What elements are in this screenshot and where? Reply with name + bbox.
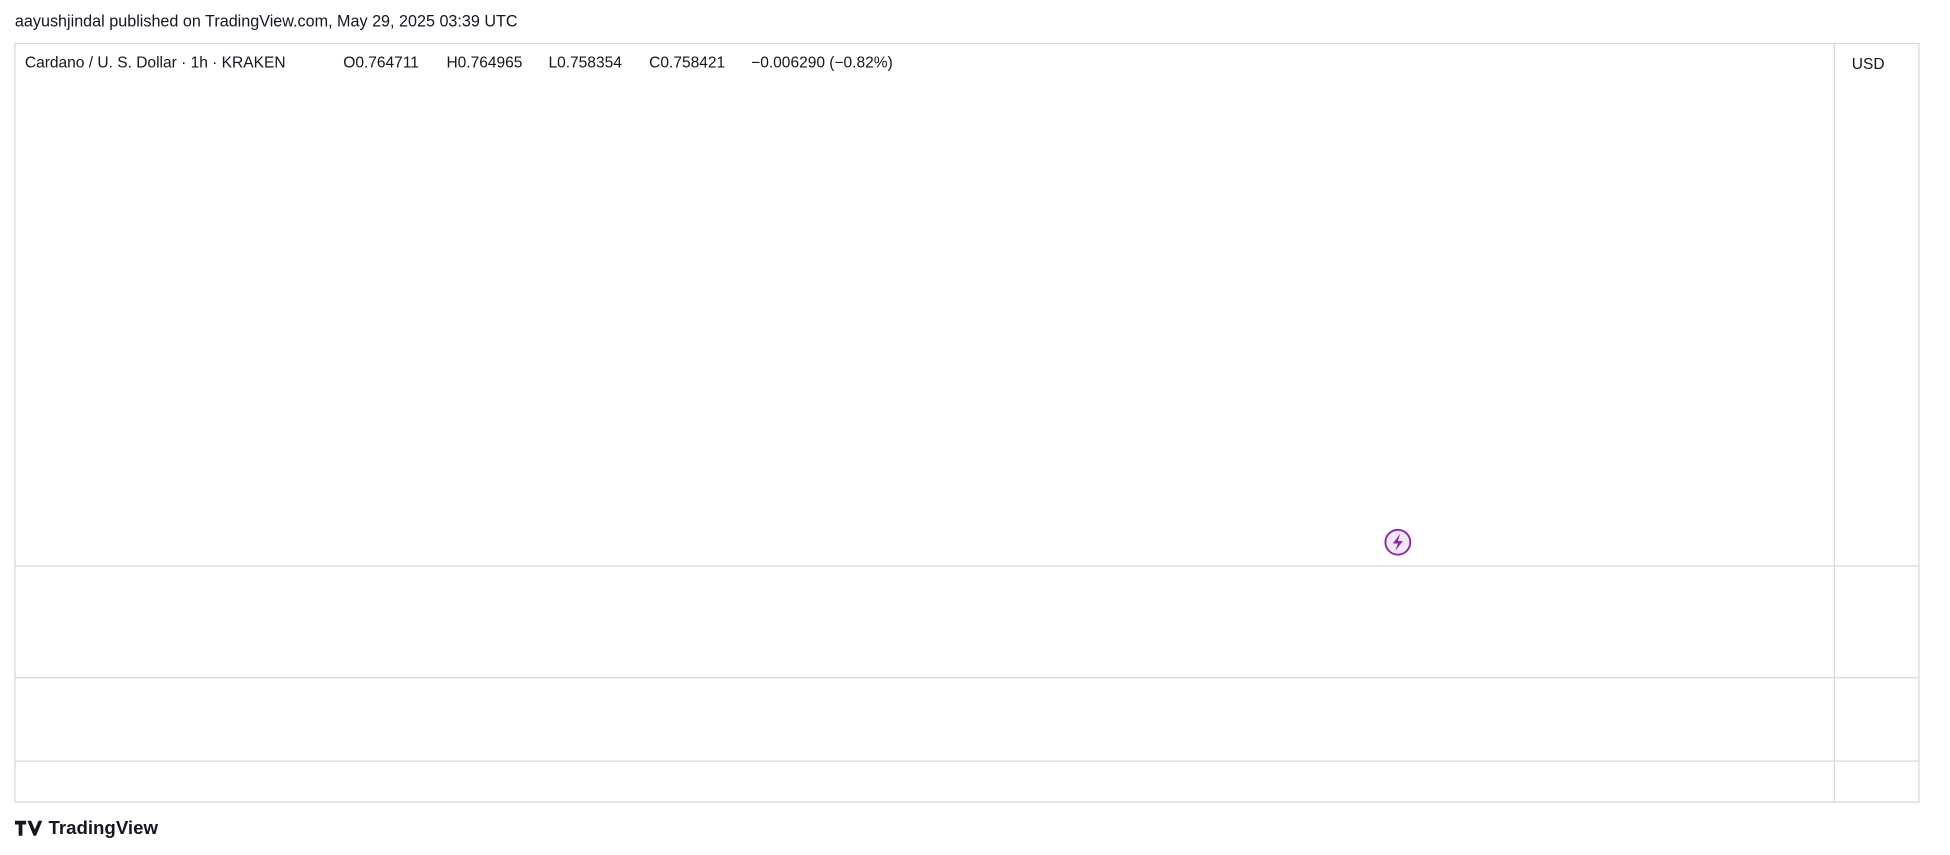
ohlc-low: L0.758354 [548, 55, 622, 72]
chart-frame [14, 42, 1920, 803]
symbol: Cardano / U. S. Dollar · 1h · KRAKEN [25, 55, 286, 72]
ohlc-close: C0.758421 [649, 55, 725, 72]
alert-icon [1384, 528, 1412, 556]
publisher-line: aayushjindal published on TradingView.co… [15, 13, 518, 31]
logo-text: TradingView [49, 817, 159, 838]
logo-mark [14, 820, 43, 836]
change: −0.006290 (−0.82%) [751, 55, 893, 72]
logo: TradingView [14, 817, 159, 838]
currency: USD [1852, 56, 1885, 73]
ohlc-high: H0.764965 [446, 55, 522, 72]
ohlc-open: O0.764711 [343, 55, 419, 72]
alert-bolt [1392, 533, 1403, 551]
